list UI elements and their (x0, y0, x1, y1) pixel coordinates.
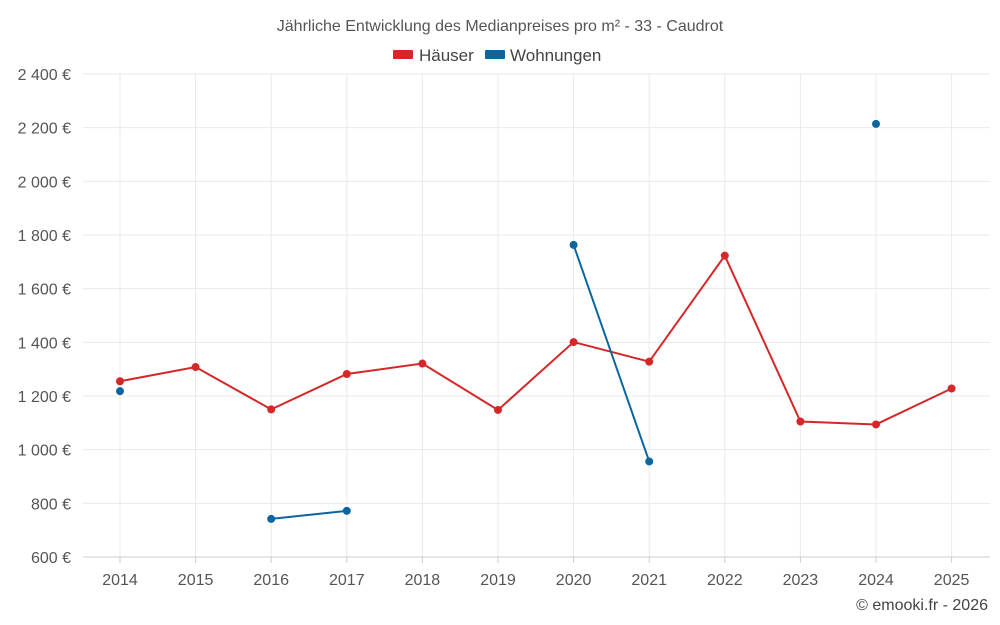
x-tick-label: 2014 (102, 572, 138, 589)
series-wohnungen (116, 119, 880, 523)
x-tick-label: 2018 (405, 572, 441, 589)
series-line (119, 253, 953, 426)
y-tick-label: 1 200 € (18, 389, 71, 406)
legend: Häuser Wohnungen (393, 46, 601, 65)
data-point[interactable] (494, 405, 502, 414)
y-tick-label: 1 600 € (18, 282, 71, 299)
data-point[interactable] (191, 363, 200, 372)
legend-label-wohnungen: Wohnungen (510, 46, 601, 65)
data-point[interactable] (872, 420, 880, 429)
data-point[interactable] (720, 251, 729, 260)
data-point[interactable] (342, 369, 351, 378)
data-point[interactable] (947, 384, 956, 393)
series-haeuser (116, 251, 956, 429)
x-tick-label: 2016 (253, 572, 289, 589)
data-point[interactable] (569, 338, 578, 347)
y-tick-label: 600 € (31, 550, 71, 567)
y-tick-label: 1 400 € (18, 335, 71, 352)
y-tick-label: 1 000 € (18, 443, 71, 460)
data-point[interactable] (342, 506, 351, 515)
grid (83, 73, 990, 557)
chart-title: Jährliche Entwicklung des Medianpreises … (277, 18, 724, 35)
legend-swatch-wohnungen (485, 50, 505, 59)
y-tick-label: 2 200 € (18, 121, 71, 138)
data-point[interactable] (116, 377, 124, 386)
data-point[interactable] (645, 357, 654, 366)
x-tick-label: 2020 (556, 572, 592, 589)
x-tick-label: 2024 (858, 572, 894, 589)
data-point[interactable] (569, 240, 578, 249)
y-axis: 600 € 800 € 1 000 € 1 200 € 1 400 € 1 600 € 1 … (18, 67, 71, 567)
series-line (271, 509, 347, 520)
data-point[interactable] (872, 119, 880, 128)
x-tick-label: 2017 (329, 572, 365, 589)
y-tick-label: 1 800 € (18, 228, 71, 245)
x-tick-label: 2022 (707, 572, 743, 589)
y-tick-label: 800 € (31, 496, 71, 513)
legend-label-haeuser: Häuser (419, 46, 474, 65)
y-tick-label: 2 000 € (18, 174, 71, 191)
credit-text: © emooki.fr - 2026 (856, 597, 988, 614)
legend-item-haeuser[interactable]: Häuser (393, 46, 474, 65)
x-tick-label: 2025 (934, 572, 970, 589)
data-point[interactable] (267, 405, 276, 414)
data-point[interactable] (116, 387, 124, 396)
series-line (572, 244, 651, 462)
x-tick-label: 2021 (631, 572, 667, 589)
data-point[interactable] (796, 417, 805, 426)
x-axis: 2014 2015 2016 2017 2018 2019 2020 2021 2022 2023… (83, 556, 990, 589)
legend-swatch-haeuser (393, 50, 413, 59)
x-tick-label: 2015 (178, 572, 214, 589)
y-tick-label: 2 400 € (18, 67, 71, 84)
data-point[interactable] (267, 514, 276, 523)
series (116, 119, 956, 523)
x-tick-label: 2019 (480, 572, 516, 589)
x-tick-label: 2023 (783, 572, 819, 589)
data-point[interactable] (418, 359, 427, 368)
legend-item-wohnungen[interactable]: Wohnungen (485, 46, 601, 65)
data-point[interactable] (645, 457, 654, 466)
